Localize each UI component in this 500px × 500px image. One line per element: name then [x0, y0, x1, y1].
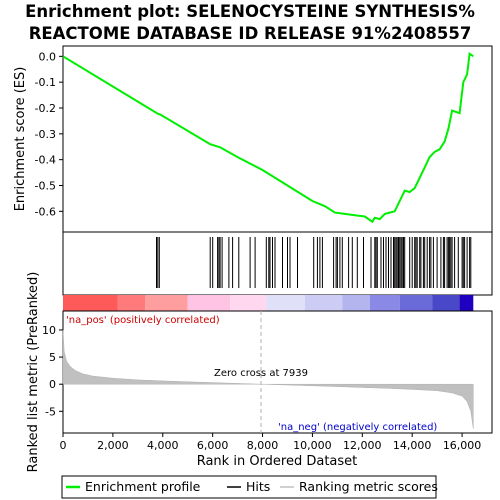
hits-panel — [62, 231, 493, 296]
x-tick-label: 16,000 — [443, 439, 482, 452]
es-ytick-label: -0.1 — [35, 76, 56, 89]
enrichment-profile-line — [62, 52, 474, 224]
colorbar-segment — [304, 295, 343, 311]
metric-ytick-label: 5 — [49, 351, 56, 364]
colorbar-segment — [399, 295, 433, 311]
x-tick-label: 2,000 — [97, 439, 129, 452]
x-axis-label: Rank in Ordered Dataset — [197, 454, 358, 469]
colorbar-segment — [459, 295, 474, 311]
es-yticks: 0.0 -0.1 -0.2 -0.3 -0.4 -0.5 -0.6 — [35, 50, 63, 218]
x-tick-label: 4,000 — [147, 439, 179, 452]
legend-label-metric: Ranking metric scores — [299, 479, 438, 494]
es-panel-frame — [62, 45, 493, 233]
es-ytick-label: -0.3 — [35, 128, 56, 141]
colorbar-segment — [187, 295, 231, 311]
legend: Enrichment profile Hits Ranking metric s… — [61, 475, 438, 499]
colorbar-segment — [63, 295, 118, 311]
colorbar-segment — [117, 295, 146, 311]
colorbar-segment — [266, 295, 305, 311]
colorbar-segment — [342, 295, 370, 311]
pos-correlated-label: 'na_pos' (positively correlated) — [66, 315, 220, 326]
metric-ytick-label: 10 — [42, 324, 56, 337]
title-line-2: REACTOME DATABASE ID RELEASE 91%2408557 — [29, 24, 472, 43]
es-ytick-label: -0.5 — [35, 180, 56, 193]
colorbar-segment — [432, 295, 460, 311]
x-axis-ticks: 0 2,000 4,000 6,000 8,000 10,000 12,000 14,000 1… — [60, 433, 482, 452]
ranking-colorbar — [63, 295, 474, 311]
zero-cross-label: Zero cross at 7939 — [214, 368, 308, 379]
legend-label-enrichment: Enrichment profile — [85, 479, 201, 494]
x-tick-label: 14,000 — [393, 439, 432, 452]
metric-ytick-label: -5 — [45, 405, 56, 418]
es-ytick-label: -0.2 — [35, 102, 56, 115]
metric-yticks: 10 5 0 -5 — [42, 324, 63, 418]
title-line-1: Enrichment plot: SELENOCYSTEINE SYNTHESI… — [25, 2, 475, 21]
es-ylabel: Enrichment score (ES) — [13, 67, 28, 212]
neg-correlated-label: 'na_neg' (negatively correlated) — [278, 422, 437, 433]
metric-panel-frame — [62, 310, 493, 434]
legend-label-hits: Hits — [246, 479, 270, 494]
metric-ytick-label: 0 — [49, 378, 56, 391]
x-tick-label: 12,000 — [343, 439, 382, 452]
hit-lines — [156, 237, 472, 288]
colorbar-segment — [230, 295, 267, 311]
es-panel: 0.0 -0.1 -0.2 -0.3 -0.4 -0.5 -0.6 Enrichment s… — [13, 45, 493, 233]
metric-ylabel: Ranked list metric (PreRanked) — [26, 272, 41, 473]
x-tick-label: 0 — [60, 439, 67, 452]
metric-panel: 10 5 0 -5 Zero cross at 7939 'na_pos' (posi… — [26, 272, 493, 473]
legend-frame — [61, 475, 437, 499]
es-ytick-label: -0.4 — [35, 154, 56, 167]
colorbar-segment — [145, 295, 188, 311]
x-tick-label: 6,000 — [197, 439, 229, 452]
x-tick-label: 10,000 — [293, 439, 332, 452]
colorbar-segment — [369, 295, 400, 311]
es-ytick-label: -0.6 — [35, 205, 56, 218]
x-tick-label: 8,000 — [247, 439, 279, 452]
es-ytick-label: 0.0 — [39, 50, 57, 63]
